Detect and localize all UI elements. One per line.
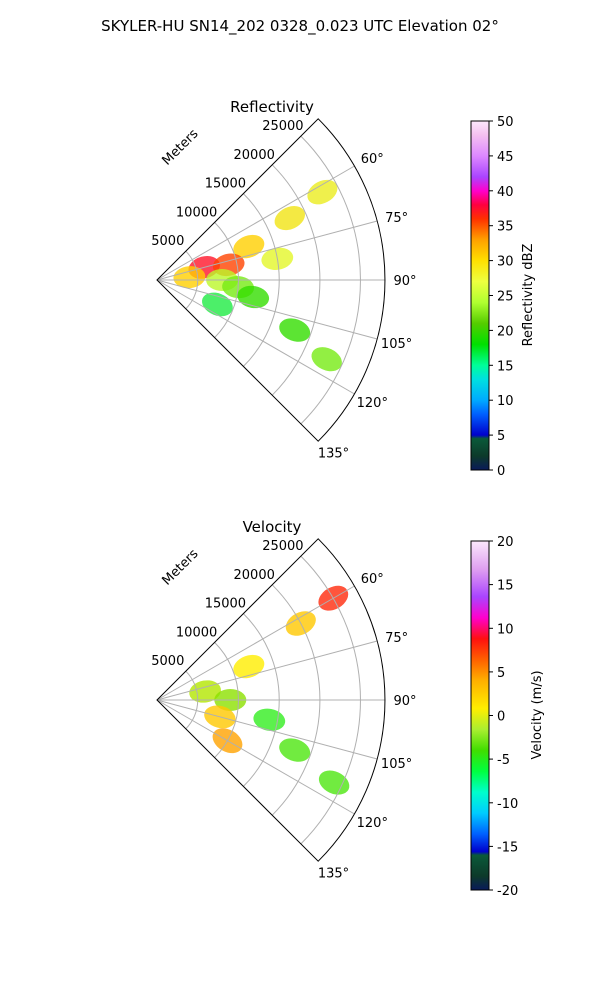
echo-6 — [253, 708, 286, 731]
azimuth-tick-label: 75° — [385, 631, 408, 646]
range-tick-label: 20000 — [234, 568, 275, 583]
velocity-echoes — [189, 585, 350, 795]
velocity-grid — [156, 538, 386, 862]
azimuth-spoke-1 — [156, 640, 378, 701]
colorbar-tick-label: 45 — [497, 150, 514, 165]
velocity-colorbar: -20 -15 -10 -5 0 5 10 15 20 Velocity (m/s) — [470, 535, 545, 899]
reflectivity-grid — [156, 118, 386, 442]
echo-1 — [307, 179, 338, 205]
range-tick-label: 15000 — [205, 177, 246, 192]
azimuth-tick-label: 90° — [393, 274, 416, 289]
velocity-panel: Velocity 5000 10000 15000 20000 25000 60° 75° 9… — [151, 518, 545, 899]
azimuth-tick-label: 75° — [385, 211, 408, 226]
colorbar-tick-label: 35 — [497, 220, 514, 235]
velocity-colorbar-scale — [470, 540, 490, 891]
range-tick-label: 5000 — [151, 654, 184, 669]
colorbar-tick-label: 15 — [497, 359, 514, 374]
colorbar-tick-label: -20 — [497, 884, 518, 899]
azimuth-tick-label: 60° — [361, 572, 384, 587]
colorbar-tick-label: 5 — [497, 666, 505, 681]
colorbar-tick-label: 30 — [497, 255, 514, 270]
colorbar-tick-label: 0 — [497, 464, 505, 479]
reflectivity-colorbar-label: Reflectivity dBZ — [521, 244, 536, 347]
azimuth-spoke-0 — [156, 165, 355, 281]
colorbar-tick-label: 20 — [497, 324, 514, 339]
velocity-radial-label: Meters — [160, 546, 202, 588]
colorbar-tick-label: 15 — [497, 579, 514, 594]
velocity-colorbar-label: Velocity (m/s) — [530, 670, 545, 759]
echo-8 — [318, 770, 350, 795]
range-tick-label: 25000 — [262, 119, 303, 134]
range-tick-label: 25000 — [262, 539, 303, 554]
echo-2 — [233, 654, 265, 679]
reflectivity-radial-label: Meters — [160, 126, 202, 168]
azimuth-spoke-4 — [156, 279, 355, 395]
range-tick-label: 15000 — [205, 597, 246, 612]
colorbar-tick-label: 20 — [497, 535, 514, 550]
sector-frame — [156, 118, 386, 442]
reflectivity-title: Reflectivity — [230, 98, 314, 116]
colorbar-tick-label: 50 — [497, 115, 514, 130]
reflectivity-tick-labels: 5000 10000 15000 20000 25000 60° 75° 90° 105° 120… — [151, 119, 416, 461]
colorbar-tick-label: 40 — [497, 185, 514, 200]
echo-11 — [311, 347, 342, 372]
colorbar-tick-label: 0 — [497, 710, 505, 725]
range-tick-label: 5000 — [151, 234, 184, 249]
figure-title: SKYLER-HU SN14_202 0328_0.023 UTC Elevat… — [101, 17, 499, 36]
azimuth-tick-label: 120° — [357, 396, 388, 411]
colorbar-tick-label: 10 — [497, 622, 514, 637]
azimuth-tick-label: 120° — [357, 816, 388, 831]
range-tick-label: 10000 — [176, 625, 217, 640]
echo-10 — [279, 318, 311, 342]
velocity-title: Velocity — [243, 518, 302, 536]
velocity-colorbar-ticks: -20 -15 -10 -5 0 5 10 15 20 — [489, 535, 518, 899]
velocity-tick-labels: 5000 10000 15000 20000 25000 60° 75° 90° 105° 120… — [151, 539, 416, 881]
azimuth-spoke-3 — [156, 279, 378, 340]
range-tick-label: 10000 — [176, 205, 217, 220]
echo-2 — [233, 234, 265, 259]
echo-7 — [279, 738, 311, 762]
reflectivity-colorbar: 0 5 10 15 20 25 30 35 40 45 50 Reflectivity dBZ — [470, 115, 536, 479]
azimuth-tick-label: 90° — [393, 694, 416, 709]
colorbar-tick-label: 25 — [497, 290, 514, 305]
reflectivity-colorbar-scale — [470, 120, 490, 471]
range-tick-label: 20000 — [234, 148, 275, 163]
azimuth-tick-label: 105° — [381, 757, 412, 772]
azimuth-spoke-4 — [156, 699, 355, 815]
colorbar-tick-label: -15 — [497, 840, 518, 855]
azimuth-spoke-3 — [156, 699, 378, 760]
azimuth-tick-label: 60° — [361, 152, 384, 167]
echo-0 — [274, 206, 306, 231]
azimuth-tick-label: 135° — [318, 447, 349, 462]
reflectivity-colorbar-ticks: 0 5 10 15 20 25 30 35 40 45 50 — [489, 115, 514, 479]
colorbar-tick-label: 5 — [497, 429, 505, 444]
azimuth-spoke-0 — [156, 585, 355, 701]
reflectivity-panel: Reflectivity 5000 10000 15000 20000 25000 60°… — [151, 98, 536, 479]
azimuth-tick-label: 105° — [381, 337, 412, 352]
azimuth-tick-label: 135° — [318, 867, 349, 882]
echo-9 — [237, 285, 270, 309]
colorbar-tick-label: -5 — [497, 753, 510, 768]
colorbar-tick-label: -10 — [497, 797, 518, 812]
sector-frame — [156, 538, 386, 862]
azimuth-spoke-1 — [156, 220, 378, 281]
colorbar-tick-label: 10 — [497, 394, 514, 409]
